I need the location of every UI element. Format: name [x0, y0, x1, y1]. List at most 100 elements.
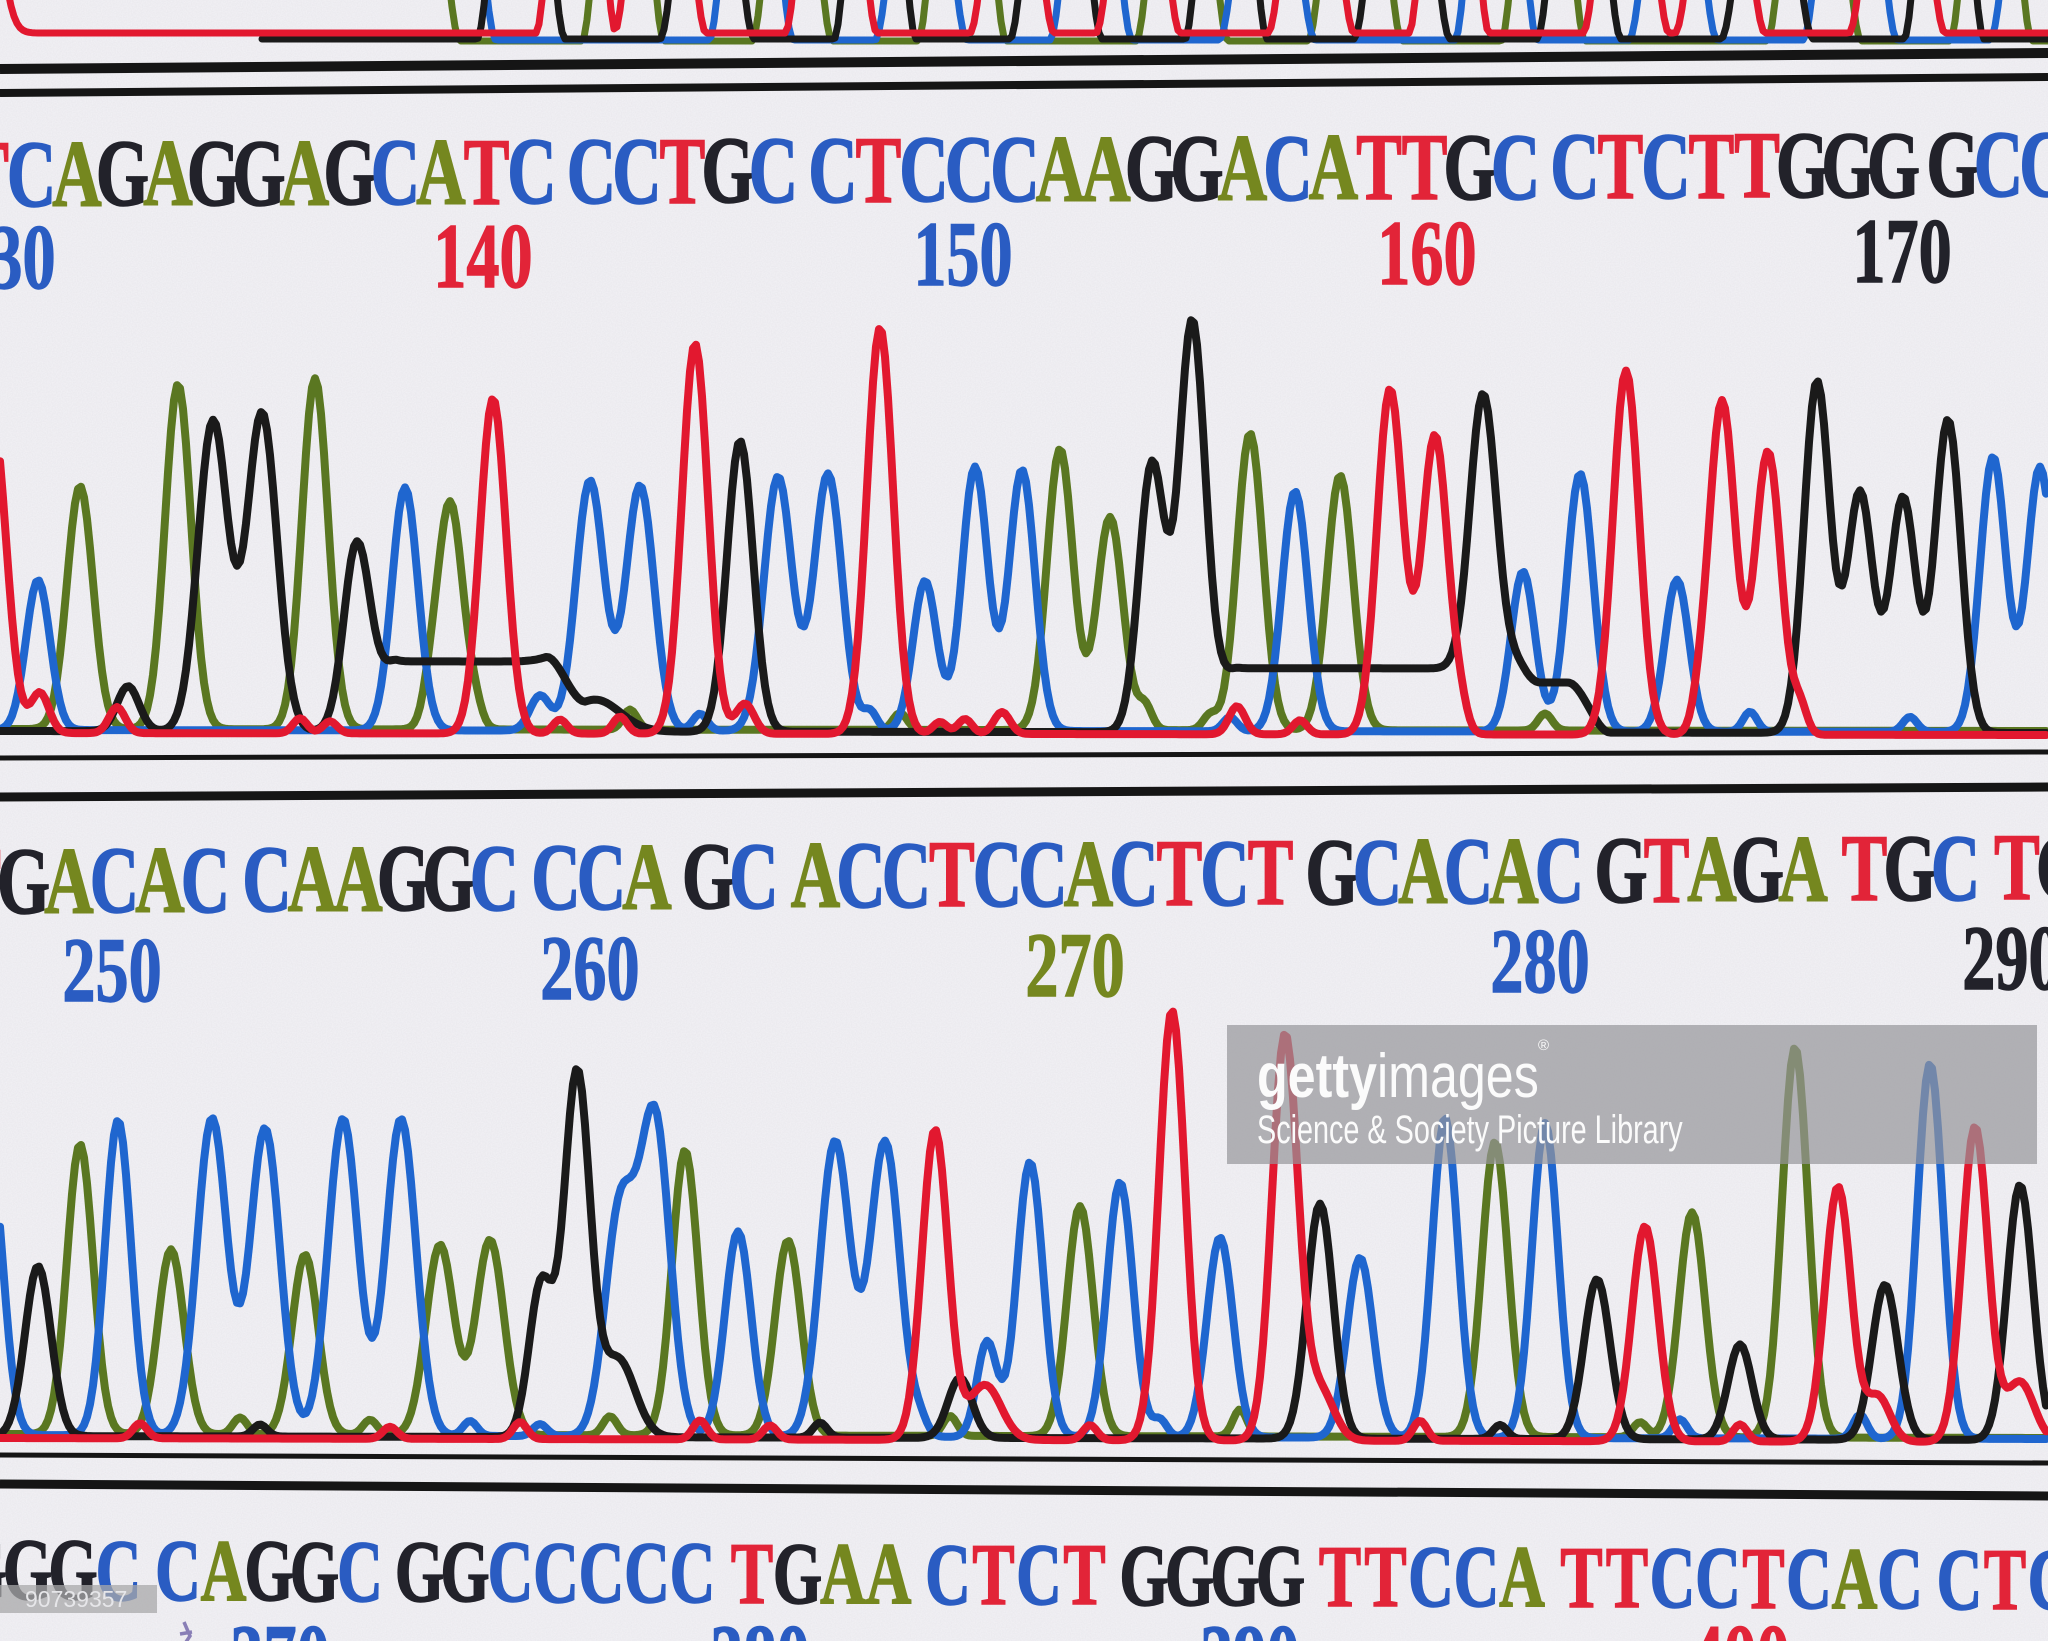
svg-text:G: G	[0, 1521, 7, 1619]
svg-text:A: A	[1064, 821, 1114, 927]
svg-text:C: C	[670, 1524, 716, 1622]
svg-text:T: T	[972, 1526, 1014, 1624]
svg-text:390: 390	[1200, 1608, 1299, 1641]
svg-text:90739357: 90739357	[25, 1586, 127, 1612]
svg-text:C: C	[1263, 115, 1312, 221]
svg-text:A: A	[866, 1525, 912, 1623]
svg-text:A: A	[1687, 816, 1737, 922]
svg-text:T: T	[1994, 814, 2040, 920]
svg-text:160: 160	[1377, 204, 1476, 305]
svg-text:A: A	[1036, 116, 1086, 222]
svg-text:370: 370	[230, 1608, 329, 1641]
svg-text:C: C	[1353, 819, 1402, 925]
svg-text:T: T	[0, 828, 1, 934]
svg-text:T: T	[1689, 113, 1735, 219]
svg-text:A: A	[1499, 1528, 1545, 1626]
svg-text:C: C	[1454, 1528, 1500, 1626]
svg-text:G: G	[1883, 815, 1936, 921]
svg-text:A: A	[1398, 818, 1448, 924]
svg-text:C: C	[1937, 1531, 1983, 1629]
svg-text:C: C	[2019, 111, 2048, 217]
svg-text:T: T	[0, 121, 9, 227]
svg-text:G: G	[1443, 114, 1496, 220]
svg-text:C: C	[1931, 815, 1980, 921]
svg-text:C: C	[531, 824, 580, 930]
svg-text:A: A	[280, 120, 330, 226]
svg-text:T: T	[1606, 1529, 1648, 1627]
svg-text:130: 130	[0, 208, 56, 309]
svg-text:150: 150	[913, 205, 1012, 306]
svg-text:A: A	[1832, 1530, 1878, 1628]
svg-text:C: C	[925, 1526, 971, 1624]
svg-text:250: 250	[62, 921, 161, 1022]
svg-text:T: T	[731, 1525, 773, 1623]
svg-text:G: G	[773, 1525, 822, 1623]
svg-text:C: C	[1786, 1530, 1832, 1628]
svg-text:C: C	[533, 1524, 579, 1622]
svg-text:C: C	[945, 116, 994, 222]
svg-text:C: C	[612, 118, 661, 224]
svg-text:T: T	[1734, 112, 1780, 218]
svg-text:C: C	[470, 825, 519, 931]
svg-text:G: G	[422, 825, 475, 931]
svg-text:T: T	[1560, 1529, 1602, 1627]
svg-text:A: A	[1778, 816, 1828, 922]
svg-text:A: A	[1081, 116, 1131, 222]
svg-text:G: G	[1165, 1527, 1214, 1625]
svg-text:G: G	[1170, 115, 1223, 221]
svg-text:C: C	[181, 827, 230, 933]
svg-text:A: A	[622, 824, 672, 930]
svg-text:T: T	[1063, 1526, 1105, 1624]
svg-text:Science & Society Picture Libr: Science & Society Picture Library	[1257, 1107, 1683, 1152]
svg-text:C: C	[1408, 1528, 1454, 1626]
svg-text:G: G	[232, 120, 285, 226]
svg-text:C: C	[371, 119, 420, 225]
svg-text:A: A	[143, 120, 193, 226]
svg-text:C: C	[2028, 1531, 2048, 1629]
svg-text:C: C	[1877, 1530, 1923, 1628]
svg-text:G: G	[290, 1523, 339, 1621]
svg-text:G: G	[0, 828, 50, 934]
svg-text:290: 290	[1962, 909, 2048, 1010]
svg-text:G: G	[1731, 816, 1784, 922]
svg-text:C: C	[1444, 818, 1493, 924]
svg-text:C: C	[899, 116, 948, 222]
svg-text:A: A	[135, 827, 185, 933]
svg-text:C: C	[808, 117, 857, 223]
svg-text:G: G	[1119, 1527, 1168, 1625]
svg-text:C: C	[1641, 113, 1690, 219]
svg-text:T: T	[1644, 817, 1690, 923]
svg-text:140: 140	[433, 207, 532, 308]
svg-text:T: T	[1742, 1530, 1784, 1628]
svg-text:G: G	[2036, 814, 2048, 920]
svg-text:®: ®	[1538, 1037, 1549, 1054]
svg-text:270: 270	[1025, 916, 1124, 1017]
svg-text:C: C	[990, 116, 1039, 222]
svg-text:G: G	[377, 825, 430, 931]
svg-text:A: A	[791, 822, 841, 928]
svg-text:G: G	[1256, 1527, 1305, 1625]
svg-text:260: 260	[540, 919, 639, 1020]
svg-text:T: T	[1319, 1528, 1361, 1626]
svg-text:A: A	[416, 119, 466, 225]
svg-text:C: C	[579, 1524, 625, 1622]
svg-text:A: A	[1489, 818, 1539, 924]
svg-text:C: C	[337, 1523, 383, 1621]
svg-text:T: T	[464, 119, 510, 225]
svg-text:C: C	[567, 118, 616, 224]
svg-text:G: G	[1776, 112, 1829, 218]
svg-text:G: G	[682, 823, 735, 929]
svg-text:G: G	[1594, 817, 1647, 923]
svg-text:C: C	[836, 822, 885, 928]
svg-text:C: C	[1695, 1529, 1741, 1627]
svg-text:280: 280	[1490, 912, 1589, 1013]
svg-text:C: C	[577, 824, 626, 930]
svg-text:C: C	[1550, 113, 1599, 219]
svg-text:C: C	[7, 121, 56, 227]
svg-text:T: T	[1248, 819, 1294, 925]
svg-text:G: G	[1926, 111, 1979, 217]
svg-text:A: A	[44, 828, 94, 934]
svg-text:T: T	[1364, 1528, 1406, 1626]
svg-text:G: G	[395, 1523, 444, 1621]
svg-text:C: C	[1109, 820, 1158, 926]
